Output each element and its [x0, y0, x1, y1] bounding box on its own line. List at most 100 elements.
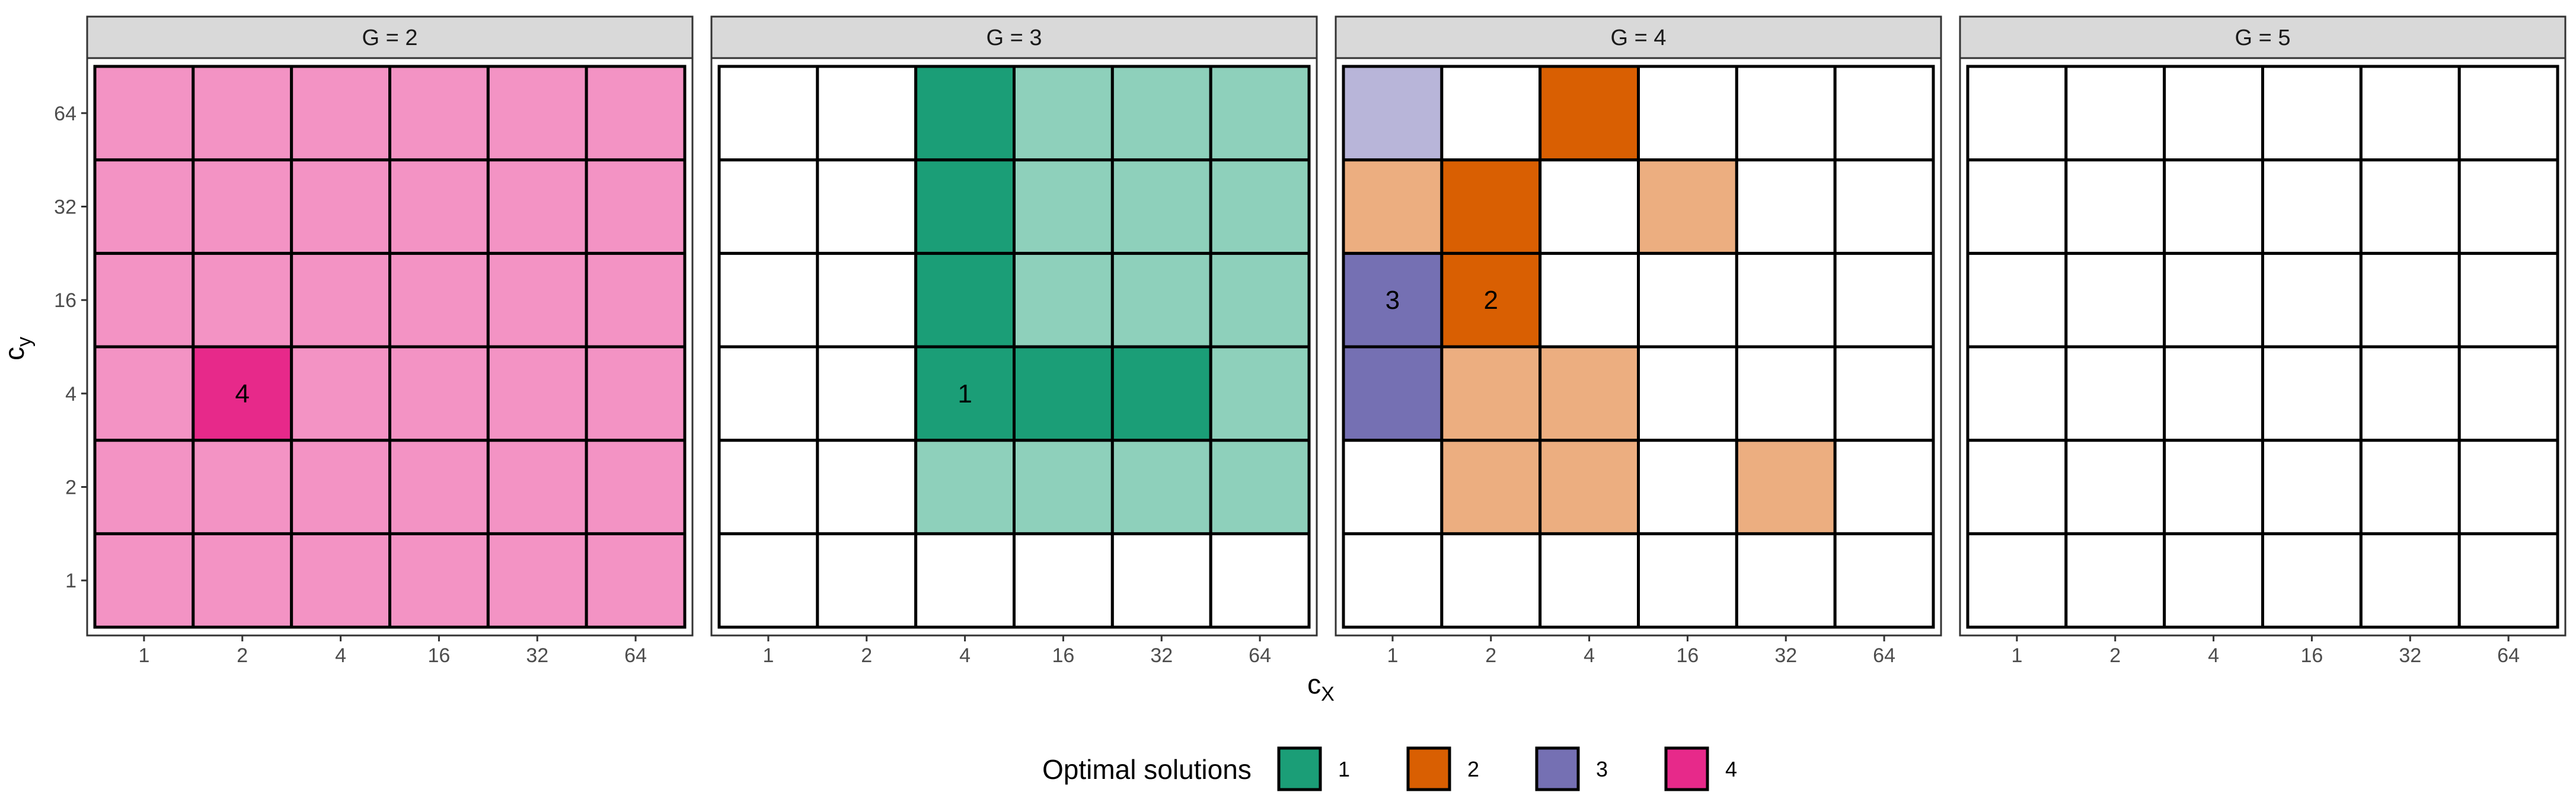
y-axis-title: cy [0, 337, 36, 360]
facet-strip [1335, 15, 1942, 59]
x-tick-label: 4 [335, 644, 346, 667]
heatmap-cell [1013, 345, 1114, 442]
x-axis-title: cX [1307, 669, 1335, 705]
heatmap-cell [717, 65, 819, 162]
heatmap-cell [93, 251, 195, 349]
y-tick-label: 16 [54, 289, 76, 312]
heatmap-cell [1110, 158, 1212, 255]
cell-label: 2 [1484, 286, 1498, 315]
heatmap-cell [816, 65, 918, 162]
heatmap-cell [191, 158, 293, 255]
cell-label: 1 [957, 379, 972, 408]
legend-entries: 1 2 3 4 [1277, 746, 1737, 791]
heatmap-cell [486, 345, 588, 442]
heatmap-cell [2064, 345, 2166, 442]
heatmap-cell [2359, 65, 2461, 162]
heatmap-cell [1342, 532, 1444, 629]
facet-strip [1959, 15, 2567, 59]
facet-panel-2: G = 3 1 1 2 4 16 32 64 [710, 15, 1318, 667]
heatmap-cell [717, 345, 819, 442]
legend-label-4: 4 [1725, 757, 1737, 781]
heatmap-cell [717, 158, 819, 255]
x-tick-label: 64 [1873, 644, 1895, 667]
heatmap-cell [585, 532, 687, 629]
heatmap-cell [2163, 251, 2265, 349]
legend-key-3 [1535, 746, 1580, 791]
legend-key-1 [1277, 746, 1322, 791]
heatmap-cell [388, 439, 490, 535]
x-tick-label: 16 [1677, 644, 1699, 667]
heatmap-cell [1209, 251, 1311, 349]
heatmap-cell [93, 345, 195, 442]
facet-strip-label: G = 2 [362, 25, 418, 50]
heatmap-cell [1735, 65, 1837, 162]
x-axis-title-main: c [1307, 669, 1321, 699]
heatmap-cell [2457, 158, 2559, 255]
heatmap-cell [388, 251, 490, 349]
legend-key-4 [1664, 746, 1709, 791]
x-tick-label: 1 [2011, 644, 2022, 667]
heatmap-cell [388, 65, 490, 162]
heatmap-cell [2359, 439, 2461, 535]
heatmap-cell [1013, 65, 1114, 162]
heatmap-cell [486, 439, 588, 535]
heatmap-cell [1209, 345, 1311, 442]
heatmap-cell [816, 158, 918, 255]
heatmap-cell [717, 251, 819, 349]
y-axis-title-main: c [0, 347, 30, 360]
heatmap-cell [2359, 158, 2461, 255]
heatmap-cell [2163, 345, 2265, 442]
heatmap-cell [290, 439, 391, 535]
heatmap-cell [585, 439, 687, 535]
heatmap-cell [1013, 158, 1114, 255]
heatmap-cell [914, 439, 1016, 535]
heatmap-cell [1440, 532, 1542, 629]
x-tick-label: 1 [138, 644, 149, 667]
heatmap-cell [2359, 345, 2461, 442]
facet-strip-label: G = 3 [987, 25, 1042, 50]
facet-panel-3: G = 43 21 2 4 16 32 64 [1335, 15, 1942, 667]
heatmap-cell [1637, 439, 1738, 535]
y-tick-label: 64 [54, 103, 76, 125]
heatmap-cell [2359, 251, 2461, 349]
heatmap-cell [191, 251, 293, 349]
heatmap-cell [486, 158, 588, 255]
x-tick-label: 2 [1485, 644, 1496, 667]
heatmap-cell [1013, 439, 1114, 535]
heatmap-cell [2064, 158, 2166, 255]
heatmap-cell [914, 158, 1016, 255]
heatmap-cell [2261, 251, 2363, 349]
facet-strip-label: G = 4 [1611, 25, 1667, 50]
facet-panel-4: G = 5 1 2 4 16 32 64 [1959, 15, 2567, 667]
heatmap-cell [388, 345, 490, 442]
heatmap-cell [2457, 439, 2559, 535]
legend-label-1: 1 [1338, 757, 1350, 781]
heatmap-cell [2163, 439, 2265, 535]
y-tick-label: 2 [65, 477, 76, 499]
x-tick-label: 32 [526, 644, 548, 667]
heatmap-cell [2064, 439, 2166, 535]
heatmap-cell [816, 345, 918, 442]
heatmap-cell [1538, 345, 1640, 442]
heatmap-cell [585, 251, 687, 349]
heatmap-cell [486, 65, 588, 162]
x-tick-label: 2 [2109, 644, 2121, 667]
facet-strip-label: G = 5 [2235, 25, 2291, 50]
heatmap-cell [290, 345, 391, 442]
x-tick-label: 64 [624, 644, 647, 667]
heatmap-cell [290, 532, 391, 629]
heatmap-cell [2163, 158, 2265, 255]
heatmap-cell [1833, 158, 1935, 255]
x-axis-title-sub: X [1321, 683, 1335, 705]
legend-label-3: 3 [1596, 757, 1608, 781]
heatmap-cell [1110, 251, 1212, 349]
heatmap-cell [1110, 439, 1212, 535]
heatmap-cell [486, 251, 588, 349]
heatmap-cell [1538, 532, 1640, 629]
heatmap-cell [1538, 439, 1640, 535]
heatmap-cell [1110, 532, 1212, 629]
heatmap-cell [1013, 532, 1114, 629]
heatmap-cell [2359, 532, 2461, 629]
x-tick-label: 1 [762, 644, 774, 667]
y-tick-label: 1 [65, 570, 76, 592]
